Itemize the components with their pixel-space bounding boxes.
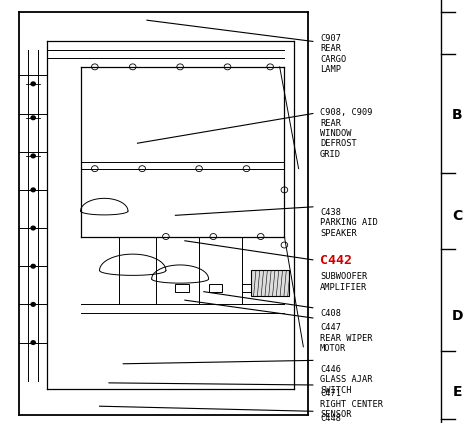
Text: C446
GLASS AJAR
SWITCH: C446 GLASS AJAR SWITCH bbox=[320, 364, 373, 394]
Circle shape bbox=[30, 264, 36, 269]
Circle shape bbox=[30, 302, 36, 307]
Text: E: E bbox=[453, 384, 462, 398]
Text: C: C bbox=[452, 209, 463, 223]
Text: D: D bbox=[452, 308, 463, 322]
Text: B: B bbox=[452, 107, 463, 121]
Circle shape bbox=[30, 340, 36, 345]
Bar bbox=[251, 271, 289, 296]
Circle shape bbox=[30, 116, 36, 121]
Circle shape bbox=[30, 154, 36, 159]
Text: C447
REAR WIPER
MOTOR: C447 REAR WIPER MOTOR bbox=[320, 322, 373, 352]
Bar bbox=[209, 285, 222, 292]
Text: C908, C909
REAR
WINDOW
DEFROST
GRID: C908, C909 REAR WINDOW DEFROST GRID bbox=[320, 108, 373, 158]
Text: C442: C442 bbox=[320, 254, 352, 267]
Text: C438
PARKING AID
SPEAKER: C438 PARKING AID SPEAKER bbox=[320, 207, 378, 237]
Text: C907
REAR
CARGO
LAMP: C907 REAR CARGO LAMP bbox=[320, 34, 346, 74]
Text: C408: C408 bbox=[320, 308, 341, 317]
Circle shape bbox=[30, 188, 36, 193]
Circle shape bbox=[30, 226, 36, 231]
Circle shape bbox=[30, 82, 36, 87]
Text: SUBWOOFER
AMPLIFIER: SUBWOOFER AMPLIFIER bbox=[320, 272, 367, 291]
Bar bbox=[242, 285, 255, 292]
Text: C448: C448 bbox=[320, 413, 341, 422]
Text: C471
RIGHT CENTER
SENSOR: C471 RIGHT CENTER SENSOR bbox=[320, 389, 383, 418]
Bar bbox=[175, 285, 189, 292]
